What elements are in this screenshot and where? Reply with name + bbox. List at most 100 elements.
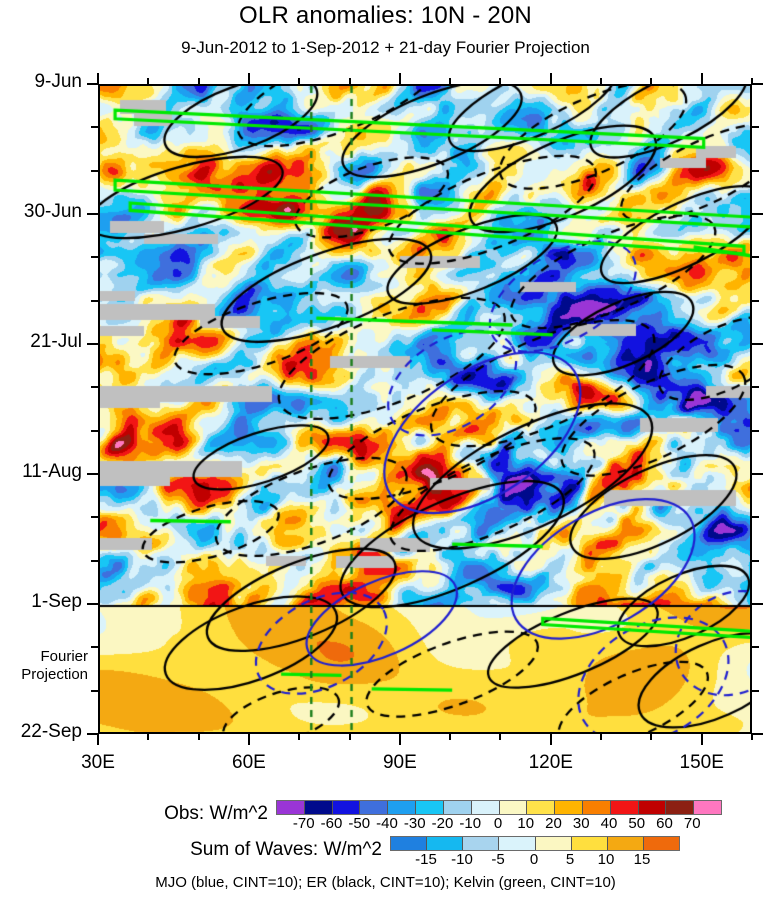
y-tick-right	[752, 603, 763, 605]
x-tick-top	[97, 73, 99, 84]
y-tick-left	[91, 429, 98, 432]
colorbar-swatch	[498, 837, 535, 850]
colorbar-tick-label: -5	[491, 851, 505, 868]
x-tick-bottom	[499, 734, 502, 740]
y-tick-left	[87, 343, 98, 345]
y-axis-label: 21-Jul	[30, 331, 82, 352]
colorbar-tick-label: 70	[683, 815, 701, 832]
colorbar-swatch	[498, 801, 527, 814]
y-axis-label: 1-Sep	[31, 591, 82, 612]
colorbar-tick-label: -70	[292, 815, 315, 832]
colorbar-tick-label: -50	[348, 815, 371, 832]
colorbar-swatch	[534, 837, 571, 850]
colorbar-tick-label: -20	[431, 815, 454, 832]
colorbar-swatch	[462, 837, 499, 850]
x-tick-bottom	[298, 734, 301, 740]
y-tick-left	[87, 603, 98, 605]
hovmoller-plot[interactable]	[98, 84, 752, 734]
colorbar-swatches-sum_of_waves	[390, 836, 680, 851]
y-axis-label: 22-Sep	[20, 721, 82, 742]
x-tick-bottom	[751, 734, 753, 740]
colorbar-swatch	[570, 837, 607, 850]
fourier-projection-label: Fourier Projection	[0, 648, 88, 684]
y-tick-left	[87, 473, 98, 475]
colorbar-swatch	[609, 801, 638, 814]
x-tick-top	[499, 78, 502, 84]
x-tick-top	[298, 78, 301, 84]
colorbar-swatch	[693, 801, 721, 814]
colorbar-swatch	[470, 801, 499, 814]
x-tick-top	[348, 78, 351, 84]
colorbar-tick-label: -30	[403, 815, 426, 832]
colorbar-tick-label: 50	[628, 815, 646, 832]
y-tick-left	[91, 256, 98, 259]
x-axis-label: 30E	[81, 752, 115, 773]
y-tick-left	[91, 169, 98, 172]
colorbar-tick-label: 5	[565, 851, 575, 868]
x-tick-top	[600, 78, 603, 84]
x-tick-bottom	[97, 734, 99, 745]
olr-anomaly-field	[100, 86, 750, 732]
colorbar-tick-label: 30	[572, 815, 590, 832]
colorbar-title-obs: Obs: W/m^2	[164, 803, 268, 824]
x-tick-bottom	[700, 734, 703, 745]
colorbar-tick-label: -60	[320, 815, 343, 832]
x-tick-bottom	[449, 734, 452, 740]
x-axis-label: 60E	[232, 752, 266, 773]
colorbar-obs: Obs: W/m^2 -70 -60 -50 -40 -30 -20 -10 0 10 20 30 40…	[0, 0, 771, 832]
y-tick-right	[752, 646, 759, 649]
overlay-caption: MJO (blue, CINT=10); ER (black, CINT=10)…	[155, 874, 616, 891]
x-tick-bottom	[348, 734, 351, 740]
x-tick-top	[449, 78, 452, 84]
colorbar-swatch	[526, 801, 555, 814]
x-tick-top	[147, 78, 150, 84]
y-tick-right	[752, 733, 763, 735]
fourier-label-line1: Fourier	[40, 647, 88, 665]
colorbar-swatch	[637, 801, 666, 814]
colorbar-swatch	[642, 837, 679, 850]
y-tick-right	[752, 213, 763, 215]
y-tick-left	[91, 386, 98, 389]
y-tick-left	[91, 126, 98, 129]
y-tick-right	[752, 689, 759, 692]
page-subtitle: 9-Jun-2012 to 1-Sep-2012 + 21-day Fourie…	[181, 38, 590, 57]
colorbar-swatch	[391, 837, 427, 850]
x-axis-label: 150E	[679, 752, 724, 773]
y-tick-left	[87, 83, 98, 85]
x-tick-top	[751, 78, 753, 84]
x-axis-label: 90E	[382, 752, 417, 773]
y-tick-right	[752, 83, 763, 85]
y-axis-label: 11-Aug	[22, 461, 82, 482]
colorbar-swatch	[606, 837, 643, 850]
colorbar-swatches-obs	[276, 800, 722, 815]
y-tick-right	[752, 386, 759, 389]
y-tick-right	[752, 126, 759, 129]
colorbar-tick-label: 10	[597, 851, 615, 868]
x-tick-top	[197, 78, 200, 84]
colorbar-swatch	[303, 801, 332, 814]
x-axis-label: 120E	[528, 752, 573, 773]
fourier-label-line2: Projection	[21, 665, 88, 683]
colorbar-tick-label: 0	[529, 851, 539, 868]
colorbar-tick-label: 10	[517, 815, 535, 832]
y-tick-left	[87, 213, 98, 215]
y-tick-right	[752, 343, 763, 345]
colorbar-swatch	[359, 801, 388, 814]
colorbar-swatch	[426, 837, 463, 850]
colorbar-swatch	[331, 801, 360, 814]
y-tick-right	[752, 429, 759, 432]
colorbar-tick-label: -10	[451, 851, 473, 868]
colorbar-sum_of_waves: Sum of Waves: W/m^2 -15 -10 -5 0 5 10 15	[0, 0, 771, 868]
x-tick-top	[247, 73, 250, 84]
y-tick-right	[752, 299, 759, 302]
y-tick-left	[91, 646, 98, 649]
colorbar-title-sum_of_waves: Sum of Waves: W/m^2	[190, 839, 382, 860]
colorbar-tick-label: -15	[415, 851, 437, 868]
y-tick-left	[91, 516, 98, 519]
x-tick-bottom	[197, 734, 200, 740]
x-tick-top	[700, 73, 703, 84]
y-axis-label: 9-Jun	[34, 71, 82, 92]
x-tick-bottom	[247, 734, 250, 745]
colorbar-tick-label: 20	[545, 815, 562, 832]
x-tick-bottom	[147, 734, 150, 740]
